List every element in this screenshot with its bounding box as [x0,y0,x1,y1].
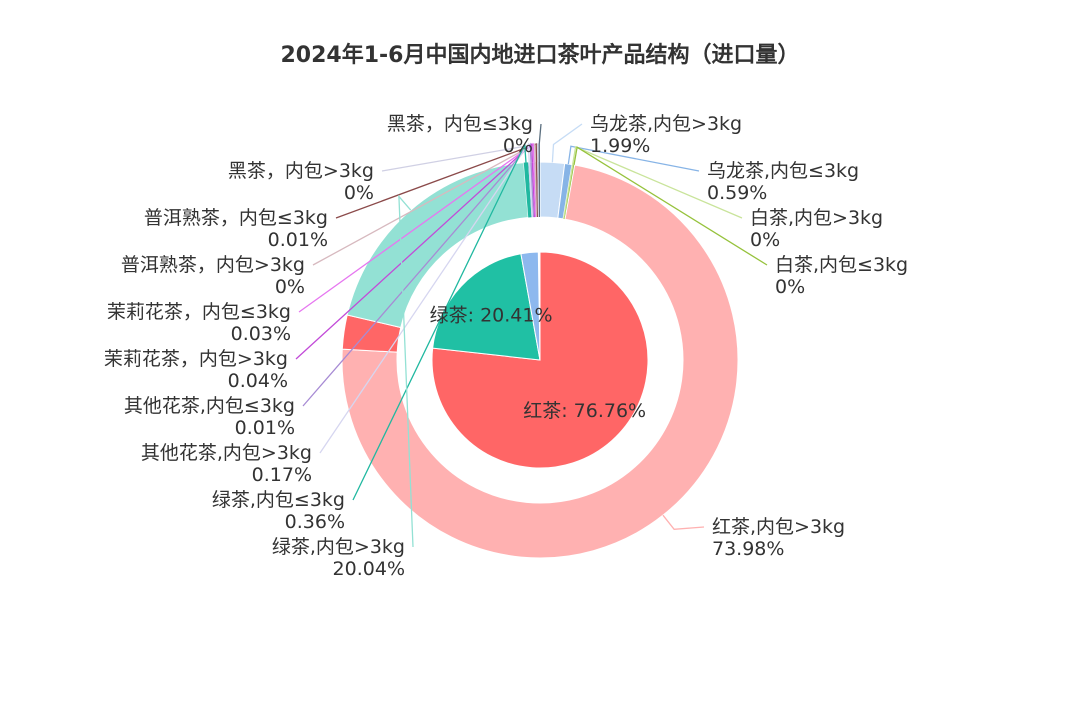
outer-slice-name-label: 其他花茶,内包≤3kg [124,395,295,417]
outer-ring-slice [523,162,532,218]
outer-slice-pct-label: 0% [750,229,780,251]
outer-slice-name-label: 普洱熟茶，内包≤3kg [144,207,328,229]
outer-ring-slice [534,162,538,218]
outer-slice-name-label: 绿茶,内包>3kg [272,536,405,558]
outer-slice-name-label: 绿茶,内包≤3kg [212,489,345,511]
outer-slice-name-label: 白茶,内包≤3kg [775,254,908,276]
leader-line [662,514,705,530]
outer-slice-name-label: 茉莉花茶，内包≤3kg [107,301,291,323]
outer-slice-name-label: 普洱熟茶，内包>3kg [121,254,305,276]
outer-ring-slice [557,162,573,220]
leader-line [573,146,768,266]
outer-slice-name-label: 黑茶，内包>3kg [228,160,374,182]
outer-slice-pct-label: 0% [775,276,805,298]
outer-slice-name-label: 红茶,内包>3kg [712,516,845,538]
outer-ring [341,161,739,559]
inner-slice-label: 绿茶: 20.41% [430,304,553,326]
outer-ring-slice [531,162,536,218]
outer-ring-slice [530,162,535,218]
leader-line [352,142,527,501]
outer-slice-name-label: 茉莉花茶，内包>3kg [104,348,288,370]
outer-ring-slice [537,162,540,218]
leader-line [312,142,536,266]
leader-line [567,145,700,172]
outer-slice-name-label: 黑茶，内包≤3kg [387,113,533,135]
leader-line [538,123,542,163]
outer-ring-slice [538,162,540,218]
outer-slice-name-label: 乌龙茶,内包≤3kg [707,160,859,182]
outer-labels: 乌龙茶,内包>3kg1.99%乌龙茶,内包≤3kg0.59%白茶,内包>3kg0… [104,113,908,580]
inner-pie [431,251,649,469]
leader-line [302,142,532,407]
outer-ring-slice [533,162,537,218]
outer-ring-slice [341,164,739,559]
outer-slice-pct-label: 0.01% [235,417,295,439]
outer-slice-pct-label: 0.36% [285,511,345,533]
outer-slice-pct-label: 73.98% [712,538,784,560]
outer-slice-pct-label: 0.59% [707,182,767,204]
outer-ring-slice [563,164,574,220]
leader-line [571,146,743,219]
outer-ring-slice [528,162,534,218]
outer-slice-name-label: 其他花茶,内包>3kg [141,442,312,464]
outer-slice-pct-label: 0.01% [268,229,328,251]
inner-pie-slice [432,253,541,361]
outer-slice-pct-label: 0.03% [231,323,291,345]
outer-slice-pct-label: 20.04% [333,558,405,580]
leader-lines [295,123,768,548]
leader-line [298,142,535,313]
outer-slice-pct-label: 0% [503,135,533,157]
outer-slice-pct-label: 0.17% [252,464,312,486]
leader-line [551,123,583,163]
leader-line [398,194,414,548]
outer-slice-pct-label: 0% [275,276,305,298]
outer-ring-slice [535,162,539,218]
outer-slice-name-label: 乌龙茶,内包>3kg [590,113,742,135]
outer-ring-slice [346,162,529,329]
leader-line [295,142,534,360]
outer-slice-pct-label: 1.99% [590,135,650,157]
inner-pie-slice [520,251,541,361]
leader-line [319,142,530,454]
leader-line [335,143,538,219]
inner-labels: 红茶: 76.76% 绿茶: 20.41% [430,304,646,422]
outer-slice-pct-label: 0% [344,182,374,204]
chart-title: 2024年1-6月中国内地进口茶叶产品结构（进口量） [281,42,800,68]
inner-slice-label: 红茶: 76.76% [523,400,646,422]
outer-slice-name-label: 白茶,内包>3kg [750,207,883,229]
outer-slice-pct-label: 0.04% [228,370,288,392]
leader-line [381,143,539,172]
